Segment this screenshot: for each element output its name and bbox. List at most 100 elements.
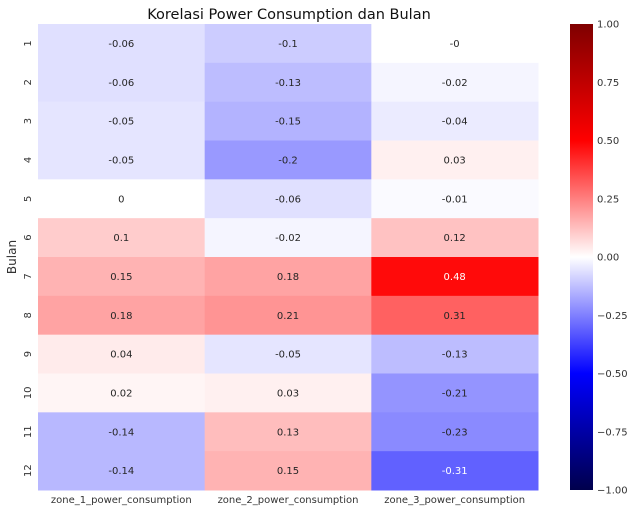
colorbar-tick-label: −1.00 (597, 486, 628, 497)
heatmap-cell (371, 295, 539, 336)
heatmap-cell (38, 334, 206, 374)
heatmap-cell (204, 24, 372, 64)
cell-value-label: 0.1 (113, 233, 129, 244)
cell-value-label: 0.21 (277, 311, 299, 322)
cell-value-label: -0.02 (275, 233, 301, 244)
y-tick-label: 1 (23, 40, 34, 46)
y-tick-label: 7 (23, 273, 34, 279)
cell-value-label: -0.13 (442, 350, 468, 361)
cell-value-label: -0.06 (275, 194, 301, 205)
cell-value-label: 0.31 (444, 311, 466, 322)
y-tick-label: 10 (23, 387, 34, 400)
cell-value-label: -0.14 (108, 427, 134, 438)
y-tick-label: 8 (23, 312, 34, 318)
cell-value-label: 0.13 (277, 427, 299, 438)
x-tick-label: zone_3_power_consumption (384, 495, 525, 506)
cell-value-label: 0 (118, 194, 124, 205)
colorbar-tick-label: 0.50 (597, 136, 619, 147)
heatmap-cell (38, 295, 206, 336)
heatmap-cell (38, 218, 206, 258)
cell-value-label: -0.04 (442, 117, 468, 128)
cell-value-label: 0.15 (110, 272, 132, 283)
heatmap-cell (38, 373, 206, 413)
cell-value-label: -0.06 (108, 39, 134, 50)
y-tick-label: 12 (23, 464, 34, 477)
y-tick-label: 6 (23, 234, 34, 240)
heatmap-cell (38, 412, 206, 452)
heatmap-cell (204, 218, 372, 258)
heatmap-cell (204, 412, 372, 452)
cell-value-label: -0.1 (278, 39, 298, 50)
heatmap-cell (371, 334, 539, 374)
heatmap-cell (38, 451, 206, 491)
y-tick-label: 3 (23, 118, 34, 124)
y-tick-label: 2 (23, 79, 34, 85)
heatmap-cell (38, 140, 206, 180)
x-tick-label: zone_1_power_consumption (51, 495, 192, 506)
cell-value-label: 0.12 (444, 233, 466, 244)
cell-value-label: -0.21 (442, 388, 468, 399)
colorbar-tick-label: 0.00 (597, 253, 619, 264)
cell-value-label: -0.31 (442, 466, 468, 477)
chart-title: Korelasi Power Consumption dan Bulan (147, 7, 431, 23)
cell-value-label: 0.18 (110, 311, 132, 322)
cell-value-label: -0.13 (275, 78, 301, 89)
colorbar-tick-label: 0.75 (597, 78, 619, 89)
y-tick-label: 4 (23, 157, 34, 163)
cell-value-label: -0.01 (442, 194, 468, 205)
cell-value-label: -0.05 (275, 350, 301, 361)
colorbar-tick-label: 1.00 (597, 20, 619, 31)
cell-value-label: -0.05 (108, 117, 134, 128)
cell-value-label: -0.15 (275, 117, 301, 128)
cell-value-label: 0.02 (110, 388, 132, 399)
heatmap-cell (371, 412, 539, 452)
cell-value-label: 0.03 (444, 155, 466, 166)
heatmap-cell (371, 24, 539, 64)
cell-value-label: 0.04 (110, 350, 132, 361)
heatmap-cells (38, 24, 539, 491)
y-tick-label: 11 (23, 425, 34, 438)
heatmap-cell (371, 140, 539, 180)
heatmap-cell (204, 101, 372, 141)
heatmap-cell (204, 257, 372, 297)
heatmap-cell (204, 373, 372, 413)
heatmap-cell (371, 373, 539, 413)
cell-value-label: -0.14 (108, 466, 134, 477)
cell-value-label: 0.15 (277, 466, 299, 477)
cell-value-label: -0.23 (442, 427, 468, 438)
heatmap-cell (204, 295, 372, 336)
heatmap-cell (204, 179, 372, 219)
x-tick-label: zone_2_power_consumption (218, 495, 359, 506)
heatmap-cell (371, 257, 539, 297)
cell-value-label: -0.02 (442, 78, 468, 89)
heatmap-cell (38, 179, 206, 219)
y-tick-label: 5 (23, 196, 34, 202)
heatmap-cell-labels: -0.06 -0.1 -0 -0.06 -0.13 -0.02 -0.05 -0.15 -0.0… (108, 39, 467, 477)
colorbar-ticks: −1.00 −0.75 −0.50 −0.25 0.00 0.25 0.50 0.75 1.00 (597, 20, 628, 497)
y-tick-label: 9 (23, 351, 34, 357)
heatmap-cell (38, 257, 206, 297)
heatmap-cell (371, 62, 539, 103)
cell-value-label: -0.05 (108, 155, 134, 166)
heatmap-cell (371, 218, 539, 258)
heatmap-cell (371, 179, 539, 219)
colorbar-tick-label: −0.25 (597, 311, 628, 322)
heatmap-cell (204, 62, 372, 103)
cell-value-label: -0.2 (278, 155, 298, 166)
x-tick-labels: zone_1_power_consumption zone_2_power_con… (51, 495, 525, 506)
heatmap-cell (38, 62, 206, 103)
colorbar-tick-label: −0.75 (597, 427, 628, 438)
y-axis-label: Bulan (5, 240, 19, 274)
cell-value-label: 0.03 (277, 388, 299, 399)
cell-value-label: -0.06 (108, 78, 134, 89)
cell-value-label: 0.48 (444, 272, 466, 283)
heatmap-cell (38, 101, 206, 141)
heatmap-cell (204, 140, 372, 180)
heatmap-cell (204, 451, 372, 491)
colorbar-tick-label: 0.25 (597, 194, 619, 205)
heatmap-cell (371, 451, 539, 491)
heatmap-cell (38, 24, 206, 64)
colorbar (570, 24, 593, 490)
